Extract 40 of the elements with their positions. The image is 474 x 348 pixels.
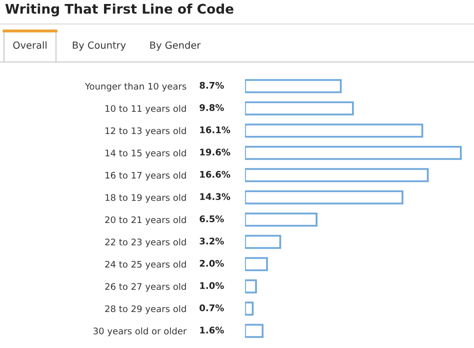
y-tick-label: 24 to 25 years old (105, 260, 186, 270)
text: By Country (72, 41, 126, 51)
data-label: 2.0% (200, 260, 224, 267)
data-label: 9.8% (200, 104, 224, 111)
bar (245, 324, 264, 338)
data-label: 0.7% (200, 304, 224, 312)
bar (245, 212, 318, 227)
y-tick-label: 22 to 23 years old (105, 238, 186, 248)
data-label: 16.6% (200, 170, 230, 178)
bar (245, 257, 268, 272)
text: Writing That First Line of Code (5, 4, 234, 16)
bar (245, 146, 462, 160)
data-label: 19.6% (200, 148, 230, 156)
y-tick-label: 14 to 15 years old (106, 149, 186, 158)
data-label: 3.2% (200, 238, 224, 244)
data-label: 1.6% (200, 326, 224, 334)
data-label: 8.7% (200, 82, 224, 89)
y-tick-label: 10 to 11 years old (106, 104, 186, 114)
y-tick-label: 28 to 29 years old (105, 305, 186, 314)
bar (245, 79, 342, 94)
y-tick-label: 30 years old or older (94, 327, 187, 336)
y-tick-label: 20 to 21 years old (105, 216, 186, 225)
bar (245, 234, 282, 249)
bar (245, 168, 429, 182)
y-tick-label: 16 to 17 years old (106, 172, 186, 180)
text: By Gender (150, 41, 201, 51)
data-label: 6.5% (200, 215, 224, 222)
bar (245, 190, 404, 204)
data-label: 16.1% (200, 126, 230, 134)
y-tick-label: 18 to 19 years old (106, 194, 186, 203)
bar (245, 101, 354, 116)
bar (245, 124, 424, 138)
y-tick-label: Younger than 10 years (84, 82, 186, 92)
data-label: 1.0% (200, 282, 224, 289)
y-tick-label: 26 to 27 years old (105, 282, 186, 292)
text: Overall (13, 41, 46, 49)
data-label: 14.3% (200, 193, 230, 200)
bar (245, 302, 254, 316)
y-tick-label: 12 to 13 years old (106, 127, 186, 136)
bar (245, 279, 257, 294)
